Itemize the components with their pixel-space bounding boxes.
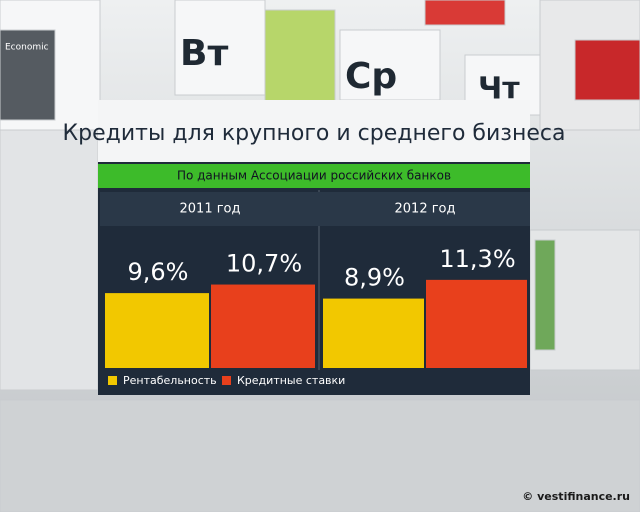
bar [426, 279, 527, 368]
bar [105, 293, 209, 368]
chart-subtitle: По данным Ассоциации российских банков [177, 169, 451, 183]
title-band [98, 100, 530, 162]
bg-day: Ср [345, 56, 397, 97]
legend-swatch [108, 376, 117, 385]
chart-title: Кредиты для крупного и среднего бизнеса [63, 121, 566, 146]
value-label: 8,9% [344, 264, 405, 292]
legend-label: Рентабельность [123, 374, 217, 387]
legend-swatch [222, 376, 231, 385]
watermark: © vestifinance.ru [522, 490, 630, 503]
value-label: 9,6% [128, 258, 189, 286]
x-tick-label: 2011 год [180, 202, 241, 217]
bg-day: Вт [180, 33, 228, 74]
x-tick-label: 2012 год [395, 202, 456, 217]
subtitle-band [98, 164, 530, 188]
bar [211, 284, 315, 368]
bar [323, 298, 424, 368]
value-label: 11,3% [439, 245, 515, 273]
bg-label: Economic [5, 43, 49, 53]
year-band [318, 192, 530, 226]
year-band [100, 192, 318, 226]
legend-label: Кредитные ставки [237, 374, 345, 387]
value-label: 10,7% [226, 250, 302, 278]
